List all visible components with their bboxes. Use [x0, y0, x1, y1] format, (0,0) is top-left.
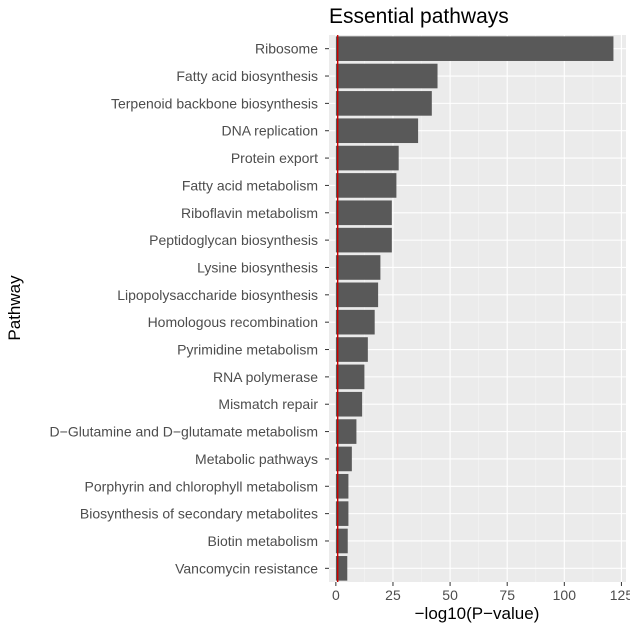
x-tick-label: 75: [499, 587, 515, 603]
bars: [335, 36, 614, 581]
y-tick-label: Biosynthesis of secondary metabolites: [80, 506, 318, 522]
y-tick-label: Homologous recombination: [148, 314, 318, 330]
bar: [335, 501, 349, 526]
y-tick-label: Lysine biosynthesis: [197, 259, 318, 275]
y-axis-title: Pathway: [5, 275, 24, 341]
bar: [335, 419, 357, 444]
y-tick-label: Peptidoglycan biosynthesis: [149, 232, 318, 248]
bar: [335, 473, 349, 499]
bar: [335, 309, 375, 335]
x-tick-label: 0: [332, 587, 340, 603]
bar: [335, 200, 392, 226]
x-tick-label: 125: [610, 587, 630, 603]
chart-title: Essential pathways: [329, 5, 509, 28]
bar: [335, 118, 419, 144]
y-tick-label: Metabolic pathways: [195, 451, 318, 467]
x-tick-label: 50: [442, 587, 458, 603]
x-tick-label: 100: [553, 587, 577, 603]
y-tick-label: Lipopolysaccharide biosynthesis: [117, 287, 318, 303]
y-tick-label: Pyrimidine metabolism: [177, 342, 318, 358]
y-tick-label: Porphyrin and chlorophyll metabolism: [85, 478, 318, 494]
bar: [335, 36, 614, 61]
y-tick-label: Terpenoid backbone biosynthesis: [111, 95, 318, 111]
bar: [335, 364, 365, 390]
bar: [335, 556, 348, 581]
bar: [335, 227, 392, 253]
y-tick-label: Riboflavin metabolism: [181, 205, 318, 221]
y-tick-label: Protein export: [231, 150, 318, 166]
y-tick-label: RNA polymerase: [213, 369, 318, 385]
y-tick-label: Biotin metabolism: [208, 533, 319, 549]
bar: [335, 282, 379, 308]
y-tick-label: Ribosome: [255, 41, 318, 57]
y-tick-label: Fatty acid metabolism: [182, 177, 318, 193]
bar: [335, 173, 397, 198]
bar: [335, 446, 352, 472]
x-tick-label: 25: [385, 587, 401, 603]
bar: [335, 337, 368, 362]
y-tick-label: Fatty acid biosynthesis: [176, 68, 318, 84]
bar: [335, 528, 348, 554]
bar: [335, 255, 381, 280]
y-axis-tick-labels: Ribosome Fatty acid biosynthesis Terpenoid…: [50, 41, 329, 576]
bar: [335, 391, 363, 417]
bar: [335, 145, 399, 171]
y-tick-label: Mismatch repair: [218, 396, 318, 412]
bar: [335, 91, 432, 116]
x-axis-tick-labels: 0 25 50 75 100 125: [332, 582, 630, 603]
y-tick-label: Vancomycin resistance: [175, 560, 318, 576]
bar: [335, 63, 438, 89]
y-tick-label: D−Glutamine and D−glutamate metabolism: [50, 424, 318, 440]
y-tick-label: DNA replication: [222, 123, 319, 139]
plot-panel: [329, 35, 626, 582]
x-axis-title: −log10(P−value): [415, 604, 540, 623]
